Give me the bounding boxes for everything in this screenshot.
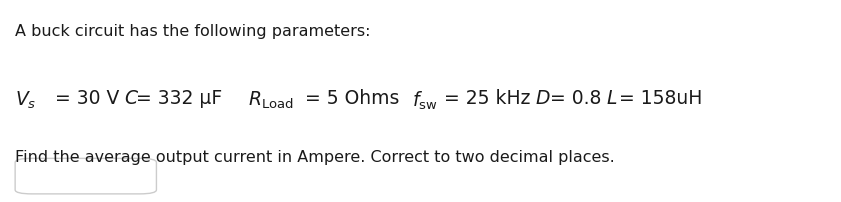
Text: = 5 Ohms: = 5 Ohms — [305, 89, 399, 108]
Text: = 30 V: = 30 V — [55, 89, 119, 108]
Text: $C$: $C$ — [124, 89, 140, 108]
Text: = 158uH: = 158uH — [619, 89, 702, 108]
FancyBboxPatch shape — [15, 159, 156, 194]
Text: = 332 μF: = 332 μF — [136, 89, 223, 108]
Text: $f_{\mathrm{sw}}$: $f_{\mathrm{sw}}$ — [412, 89, 437, 111]
Text: = 25 kHz: = 25 kHz — [444, 89, 531, 108]
Text: $V_s$: $V_s$ — [15, 89, 36, 110]
Text: $L$: $L$ — [606, 89, 616, 108]
Text: A buck circuit has the following parameters:: A buck circuit has the following paramet… — [15, 24, 371, 39]
Text: $D$: $D$ — [535, 89, 550, 108]
Text: = 0.8: = 0.8 — [550, 89, 601, 108]
Text: Find the average output current in Ampere. Correct to two decimal places.: Find the average output current in Amper… — [15, 149, 615, 164]
Text: $R_{\mathrm{Load}}$: $R_{\mathrm{Load}}$ — [248, 89, 294, 110]
